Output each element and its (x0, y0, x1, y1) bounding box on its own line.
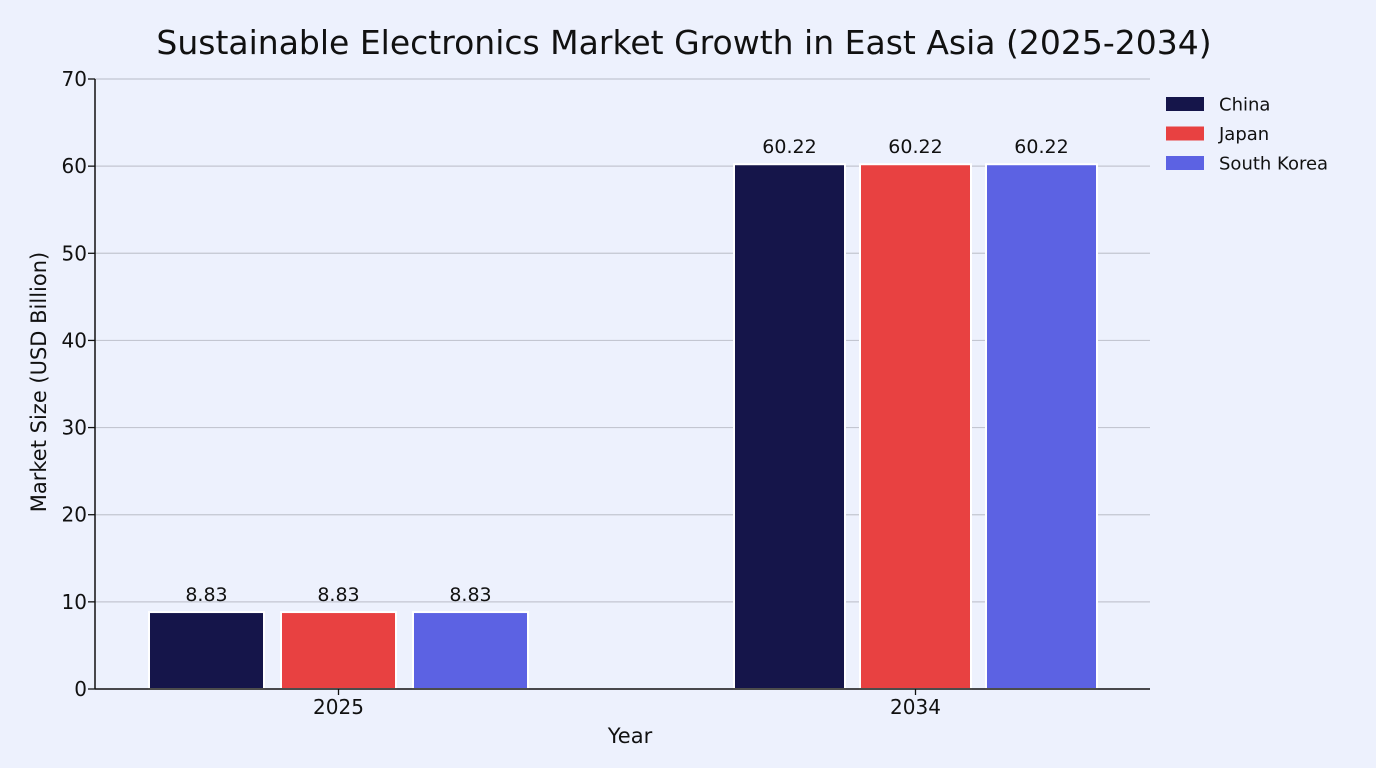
legend-swatch (1166, 156, 1204, 170)
bar (985, 163, 1098, 690)
y-tick-label: 40 (62, 328, 87, 352)
data-labels: 8.83 8.83 8.83 60.22 60.22 60.22 (185, 136, 1068, 606)
x-axis-label: Year (607, 724, 653, 748)
y-tick-label: 0 (74, 677, 87, 701)
legend: China Japan South Korea (1166, 95, 1328, 175)
legend-label: South Korea (1219, 154, 1328, 175)
bar (733, 163, 846, 690)
axes (94, 79, 1150, 690)
legend-swatch (1166, 97, 1204, 111)
x-tick-label: 2034 (890, 695, 941, 719)
chart-title: Sustainable Electronics Market Growth in… (156, 23, 1211, 62)
y-tick-label: 70 (62, 67, 87, 91)
y-tick-label: 10 (62, 590, 87, 614)
bars (148, 163, 1098, 690)
y-tick-label: 30 (62, 416, 87, 440)
y-tick-label: 60 (62, 154, 87, 178)
bar (859, 163, 972, 690)
bar-value-label: 8.83 (317, 584, 359, 606)
y-tick-label: 50 (62, 241, 87, 265)
gridlines (95, 78, 1150, 603)
x-axis-ticks: 2025 2034 (313, 689, 941, 719)
y-tick-label: 20 (62, 503, 87, 527)
bar (148, 611, 265, 690)
y-axis-label: Market Size (USD Billion) (27, 252, 51, 512)
y-axis-ticks: 0 10 20 30 40 50 60 70 (62, 67, 95, 701)
bar-value-label: 8.83 (449, 584, 491, 606)
bar-value-label: 60.22 (1014, 136, 1068, 158)
bar-value-label: 60.22 (762, 136, 816, 158)
legend-label: China (1219, 95, 1270, 116)
legend-swatch (1166, 126, 1204, 141)
legend-label: Japan (1218, 124, 1269, 145)
x-tick-label: 2025 (313, 695, 364, 719)
bar-value-label: 60.22 (888, 136, 942, 158)
bar (280, 611, 397, 690)
bar-value-label: 8.83 (185, 584, 227, 606)
bar (412, 611, 529, 690)
